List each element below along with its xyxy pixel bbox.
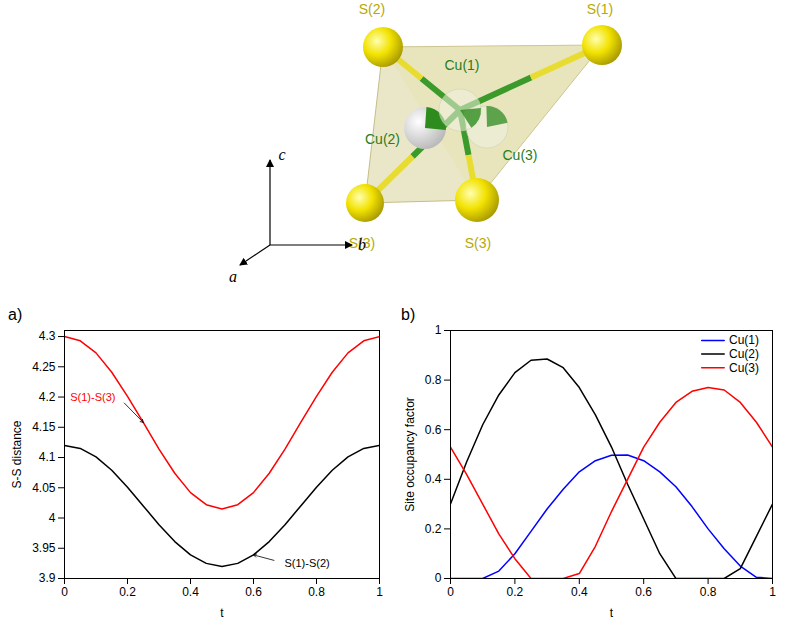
svg-text:0: 0	[447, 585, 454, 599]
svg-text:Site occupancy factor: Site occupancy factor	[403, 397, 417, 512]
svg-text:t: t	[610, 606, 614, 620]
svg-text:0.2: 0.2	[425, 522, 442, 536]
svg-text:1: 1	[435, 323, 442, 337]
svg-text:0.4: 0.4	[571, 585, 588, 599]
svg-text:Cu(3): Cu(3)	[729, 361, 759, 375]
svg-text:0.8: 0.8	[308, 585, 325, 599]
svg-text:Cu(1): Cu(1)	[444, 57, 479, 73]
svg-text:0.6: 0.6	[635, 585, 652, 599]
svg-text:4.05: 4.05	[32, 481, 56, 495]
svg-text:c: c	[278, 146, 285, 163]
svg-text:0.8: 0.8	[425, 373, 442, 387]
svg-text:0.2: 0.2	[507, 585, 524, 599]
svg-text:0: 0	[61, 585, 68, 599]
svg-text:Cu(3): Cu(3)	[502, 147, 537, 163]
svg-text:S(1)-S(3): S(1)-S(3)	[70, 391, 115, 403]
svg-text:4.1: 4.1	[39, 450, 56, 464]
svg-text:S(3): S(3)	[465, 235, 491, 251]
svg-text:Cu(1): Cu(1)	[729, 333, 759, 347]
svg-text:0.6: 0.6	[245, 585, 262, 599]
svg-text:0: 0	[435, 571, 442, 585]
svg-text:Cu(2): Cu(2)	[729, 347, 759, 361]
svg-text:0.6: 0.6	[425, 423, 442, 437]
svg-text:4: 4	[49, 511, 56, 525]
svg-text:0.2: 0.2	[119, 585, 136, 599]
svg-text:S(3): S(3)	[348, 235, 376, 251]
svg-text:1: 1	[769, 585, 776, 599]
svg-text:S-S distance: S-S distance	[10, 420, 24, 488]
svg-text:S(1): S(1)	[587, 1, 613, 17]
svg-text:Cu(2): Cu(2)	[365, 131, 400, 147]
svg-text:t: t	[220, 606, 224, 620]
svg-text:4.15: 4.15	[32, 420, 56, 434]
svg-text:0.4: 0.4	[182, 585, 199, 599]
svg-text:a: a	[229, 268, 237, 285]
svg-text:4.3: 4.3	[39, 329, 56, 343]
svg-text:S(1)-S(2): S(1)-S(2)	[284, 557, 329, 569]
svg-text:3.95: 3.95	[32, 541, 56, 555]
svg-text:4.25: 4.25	[32, 360, 56, 374]
svg-text:0.8: 0.8	[700, 585, 717, 599]
html-text:b): b)	[401, 306, 416, 323]
svg-text:b: b	[358, 236, 366, 253]
svg-text:1: 1	[376, 585, 383, 599]
svg-text:S(2): S(2)	[359, 1, 385, 17]
svg-text:3.9: 3.9	[39, 571, 56, 585]
svg-text:0.4: 0.4	[425, 472, 442, 486]
html-text:a): a)	[8, 306, 23, 323]
svg-text:4.2: 4.2	[39, 390, 56, 404]
